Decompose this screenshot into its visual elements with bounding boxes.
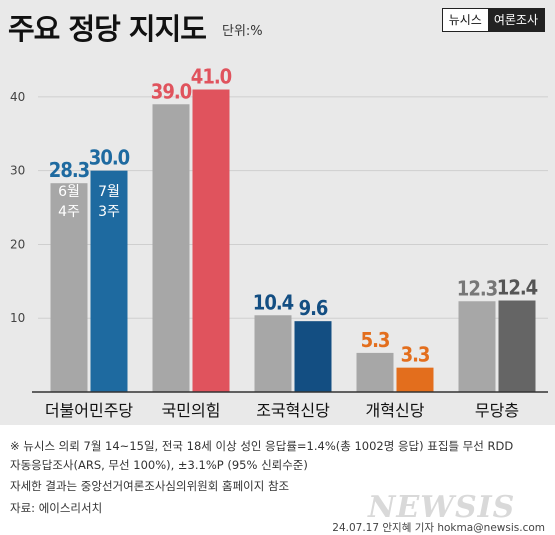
data-label-series1: 28.3 [49,158,90,182]
in-bar-label: 3주 [98,204,120,220]
y-tick-label: 40 [10,90,25,104]
bar-series2 [90,170,128,392]
bar-series2 [294,321,332,392]
survey-note-2: 자동응답조사(ARS, 무선 100%), ±3.1%P (95% 신뢰수준) [10,458,308,472]
brand-newsis: 뉴시스 [442,9,488,31]
survey-note-3: 자세한 결과는 중앙선거여론조사심의위원회 홈페이지 참조 [10,479,290,493]
data-label-series1: 10.4 [253,290,294,314]
bar-series2 [498,300,536,392]
bar-series1 [254,315,292,392]
y-tick-label: 20 [10,237,25,251]
category-label: 더불어민주당 [45,401,134,420]
brand-poll: 여론조사 [487,9,544,31]
bar-series2 [396,367,434,392]
in-bar-label: 7월 [98,184,120,200]
bar-chart: 10 20 30 40 28.330.0 더불어민주당 6월 4주 7월 3주 39.041.0 국민… [10,65,548,420]
y-tick-label: 10 [10,311,25,325]
bar-series1 [458,301,496,392]
data-label-series2: 3.3 [401,343,430,367]
data-label-series2: 30.0 [89,146,130,170]
data-label-series2: 9.6 [299,296,328,320]
bar-series2 [192,89,230,392]
chart-title: 주요 정당 지지도 [8,12,207,46]
category-label: 국민의힘 [162,401,221,420]
in-bar-label: 4주 [58,204,80,220]
footer: ※ 뉴시스 의뢰 7월 14~15일, 전국 18세 이상 성인 응답률=1.4… [0,425,555,535]
category-label: 조국혁신당 [256,401,330,420]
y-tick-label: 30 [10,164,25,178]
unit-label: 단위:% [222,24,263,39]
credit-line: 24.07.17 안지혜 기자 hokma@newsis.com [332,522,545,534]
data-label-series1: 39.0 [151,79,192,103]
survey-note-1: ※ 뉴시스 의뢰 7월 14~15일, 전국 18세 이상 성인 응답률=1.4… [10,439,514,453]
data-label-series1: 12.3 [457,276,498,300]
bar-series1 [152,104,190,393]
bar-series1 [50,183,88,392]
category-label: 무당층 [475,401,519,420]
category-label: 개혁신당 [366,401,425,420]
source-note: 자료: 에이스리서치 [10,501,103,515]
in-bar-label: 6월 [58,184,80,200]
bar-series1 [356,352,394,392]
data-label-series2: 41.0 [191,65,232,89]
newsis-watermark: NEWSIS [368,490,516,525]
header: 주요 정당 지지도 단위:% 뉴시스 여론조사 [0,0,555,46]
brand-badge: 뉴시스 여론조사 [441,8,545,32]
data-label-series2: 12.4 [497,276,538,300]
data-label-series1: 5.3 [361,328,390,352]
